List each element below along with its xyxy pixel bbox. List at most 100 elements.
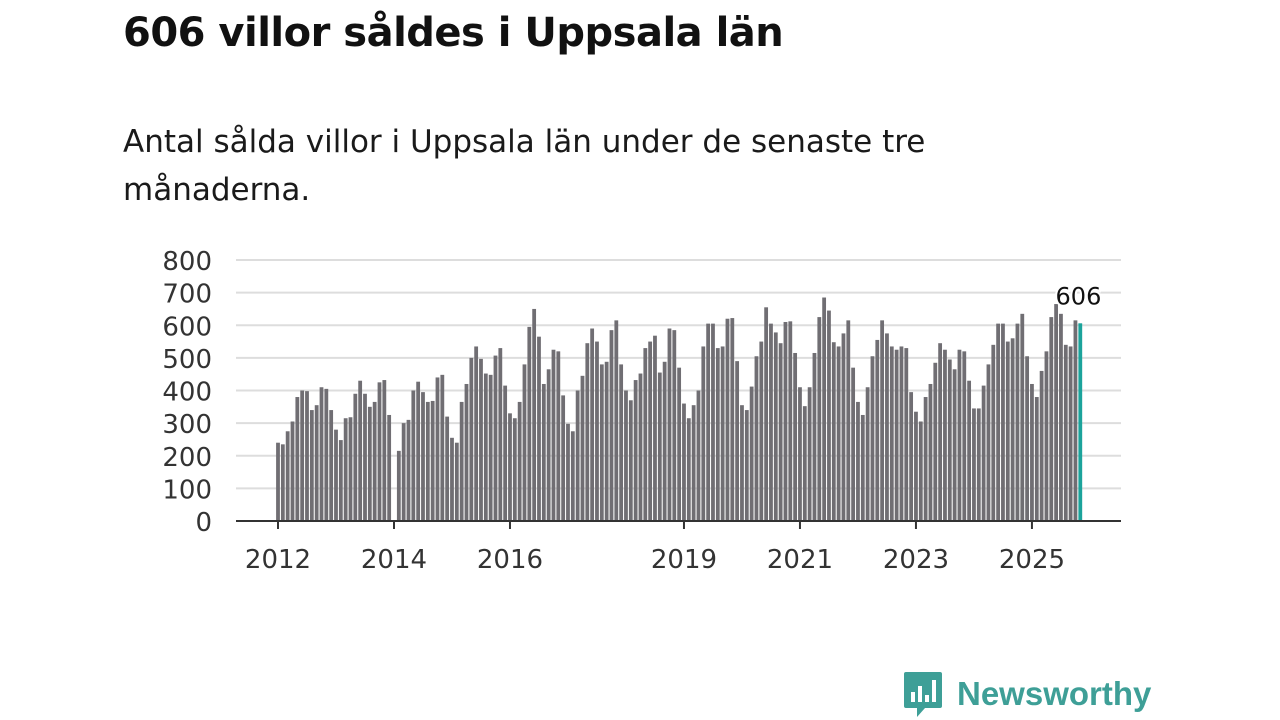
bar xyxy=(1034,397,1039,521)
bar xyxy=(551,349,556,521)
bar xyxy=(1020,313,1025,521)
y-tick-label: 300 xyxy=(162,410,212,440)
bar xyxy=(701,346,706,521)
bar xyxy=(566,423,570,521)
bar xyxy=(682,403,686,521)
bar xyxy=(904,348,909,521)
bar xyxy=(624,390,628,521)
bar xyxy=(899,346,904,521)
bar xyxy=(769,323,773,521)
bar xyxy=(889,346,894,521)
bar xyxy=(508,413,512,521)
bar xyxy=(817,317,822,521)
bar xyxy=(986,364,991,521)
bar xyxy=(643,348,648,521)
bar xyxy=(667,328,672,521)
y-tick-label: 800 xyxy=(162,247,212,277)
bar xyxy=(691,405,696,521)
bar xyxy=(546,369,551,521)
bar xyxy=(749,386,754,521)
bar xyxy=(570,431,575,521)
bar xyxy=(730,318,735,521)
bar xyxy=(295,397,300,521)
bar xyxy=(517,401,522,521)
bar xyxy=(541,383,546,521)
bar xyxy=(715,348,720,521)
bar xyxy=(590,328,595,521)
y-tick-label: 600 xyxy=(162,312,212,342)
bar xyxy=(387,414,392,521)
chart-title: 606 villor såldes i Uppsala län xyxy=(123,10,784,56)
bar xyxy=(493,355,498,521)
bar xyxy=(309,410,314,521)
bar xyxy=(672,330,677,521)
bar xyxy=(604,361,609,521)
bar xyxy=(1073,320,1078,521)
bar xyxy=(348,417,353,521)
bar xyxy=(744,410,749,521)
bar xyxy=(976,408,981,521)
bar xyxy=(1044,351,1049,521)
bar xyxy=(991,344,996,521)
bar xyxy=(459,401,464,521)
bar xyxy=(788,321,793,521)
bar xyxy=(1010,338,1015,521)
bar xyxy=(1068,346,1073,521)
bar xyxy=(947,359,952,521)
bar xyxy=(928,383,933,521)
bar xyxy=(382,380,387,521)
bar xyxy=(527,326,532,521)
x-tick-label: 2025 xyxy=(999,545,1065,575)
bar xyxy=(338,440,343,521)
bar xyxy=(1049,317,1054,521)
bar xyxy=(812,352,817,521)
bar xyxy=(599,364,604,521)
bar xyxy=(1059,313,1063,521)
bar xyxy=(435,377,440,521)
bar xyxy=(735,361,740,521)
bar xyxy=(759,341,764,521)
bar xyxy=(957,349,962,521)
newsworthy-logo: Newsworthy xyxy=(903,670,1151,718)
bar xyxy=(367,406,372,521)
bar xyxy=(358,380,363,521)
bar xyxy=(498,348,503,521)
bar xyxy=(773,332,778,521)
bar xyxy=(401,423,406,521)
bar xyxy=(537,336,541,521)
y-tick-label: 100 xyxy=(162,475,212,505)
bar xyxy=(657,372,662,521)
x-tick-label: 2023 xyxy=(883,545,949,575)
bar xyxy=(686,418,691,521)
bar xyxy=(740,405,744,521)
bar xyxy=(1063,344,1068,521)
bar xyxy=(822,297,827,521)
bar xyxy=(633,380,638,521)
bar xyxy=(807,387,812,521)
bar xyxy=(372,401,377,521)
bar xyxy=(1078,323,1083,521)
bar xyxy=(406,419,411,521)
brand-name: Newsworthy xyxy=(957,675,1152,712)
chart-subtitle: Antal sålda villor i Uppsala län under d… xyxy=(123,124,926,208)
bar xyxy=(783,321,788,521)
bar xyxy=(300,390,305,521)
bar xyxy=(918,421,923,521)
bar xyxy=(914,411,918,521)
data-label-latest: 606 xyxy=(1056,282,1102,310)
bar xyxy=(996,323,1001,521)
bar xyxy=(479,358,483,521)
bar xyxy=(503,385,508,521)
bar xyxy=(754,356,759,521)
bar xyxy=(653,335,657,521)
bar xyxy=(972,408,976,521)
bar xyxy=(319,387,324,521)
bar xyxy=(411,390,416,521)
bar xyxy=(619,364,624,521)
bar xyxy=(909,392,914,521)
bar xyxy=(276,442,280,521)
bar xyxy=(280,444,285,521)
bar xyxy=(851,367,856,521)
bar xyxy=(638,373,643,521)
